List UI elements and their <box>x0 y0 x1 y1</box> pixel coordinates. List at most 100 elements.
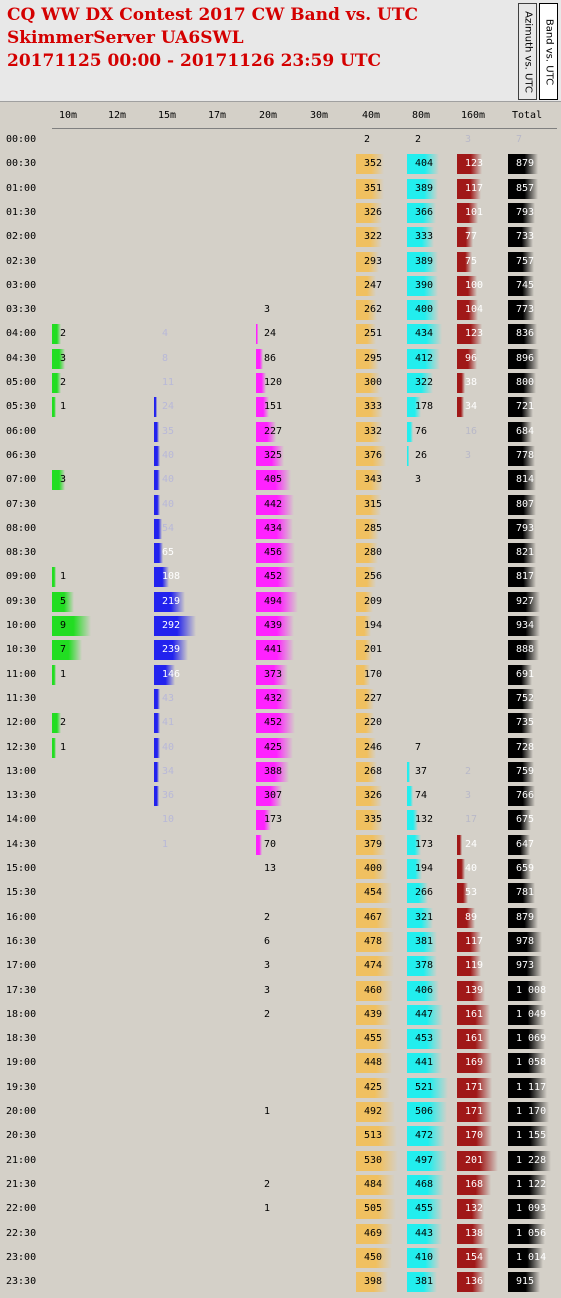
value-160m: 2 <box>465 765 472 777</box>
bar-total-1700 <box>508 956 542 977</box>
value-80m: 366 <box>415 206 434 218</box>
bar-total-0530 <box>508 397 533 418</box>
bar-80m-2330 <box>407 1272 438 1293</box>
value-160m: 77 <box>465 231 478 243</box>
bar-20m-1030 <box>256 640 294 661</box>
value-total: 675 <box>516 814 535 826</box>
value-40m: 246 <box>364 741 383 753</box>
value-20m: 452 <box>264 717 283 729</box>
value-10m: 2 <box>60 717 67 729</box>
bar-160m-0100 <box>457 178 481 199</box>
value-80m: 378 <box>415 960 434 972</box>
bar-40m-0400 <box>356 324 376 345</box>
bar-80m-1730 <box>407 980 440 1001</box>
bar-40m-0900 <box>356 567 377 588</box>
utc-row-label: 02:30 <box>6 255 37 267</box>
bar-40m-0200 <box>356 227 382 248</box>
bar-10m-0700 <box>52 470 65 491</box>
value-40m: 460 <box>364 984 383 996</box>
utc-row-label: 16:00 <box>6 911 37 923</box>
bar-40m-1130 <box>356 688 375 709</box>
bar-40m-1000 <box>356 616 372 636</box>
value-40m: 448 <box>364 1057 383 1069</box>
value-160m: 101 <box>465 206 484 218</box>
value-160m: 96 <box>465 352 478 364</box>
bar-total-1930 <box>508 1077 547 1098</box>
value-160m: 17 <box>465 814 478 826</box>
bar-40m-2300 <box>356 1247 392 1268</box>
bar-40m-0930 <box>356 591 373 612</box>
bar-total-1430 <box>508 834 531 855</box>
bar-total-0830 <box>508 543 537 564</box>
bar-80m-0430 <box>407 348 440 369</box>
value-total: 888 <box>516 644 535 656</box>
tab-band-vs-utc[interactable]: Band vs. UTC <box>539 3 558 100</box>
bar-20m-1100 <box>256 664 289 685</box>
value-40m: 469 <box>364 1227 383 1239</box>
value-20m: 452 <box>264 571 283 583</box>
value-15m: 40 <box>162 474 175 486</box>
utc-row-label: 16:30 <box>6 935 37 947</box>
bar-80m-0300 <box>407 275 439 296</box>
value-80m: 3 <box>415 474 422 486</box>
value-total: 1 008 <box>516 984 547 996</box>
bar-80m-1930 <box>407 1077 449 1098</box>
value-10m: 1 <box>60 401 67 413</box>
bar-20m-0830 <box>256 543 296 564</box>
bar-160m-0530 <box>457 397 464 418</box>
value-40m: 376 <box>364 449 383 461</box>
value-20m: 494 <box>264 595 283 607</box>
bar-40m-1830 <box>356 1029 393 1050</box>
value-15m: 108 <box>162 571 181 583</box>
value-80m: 76 <box>415 425 428 437</box>
value-80m: 404 <box>415 158 434 170</box>
value-total: 978 <box>516 935 535 947</box>
value-160m: 16 <box>465 425 478 437</box>
value-40m: 505 <box>364 1203 383 1215</box>
tab-azimuth-vs-utc[interactable]: Azimuth vs. UTC <box>518 3 537 100</box>
value-80m: 333 <box>415 231 434 243</box>
value-40m: 484 <box>364 1178 383 1190</box>
value-40m: 268 <box>364 765 383 777</box>
bar-160m-2200 <box>457 1199 485 1220</box>
bar-80m-1600 <box>407 907 433 928</box>
value-80m: 455 <box>415 1203 434 1215</box>
utc-row-label: 09:30 <box>6 595 37 607</box>
utc-row-label: 21:00 <box>6 1154 37 1166</box>
column-header-10m: 10m <box>59 110 78 121</box>
value-total: 735 <box>516 717 535 729</box>
bar-15m-0730 <box>154 494 160 515</box>
value-40m: 300 <box>364 377 383 388</box>
value-total: 1 228 <box>516 1154 547 1166</box>
utc-row-label: 00:30 <box>6 158 37 170</box>
value-20m: 2 <box>264 1178 271 1190</box>
column-header-total: Total <box>512 110 543 121</box>
value-40m: 425 <box>364 1081 383 1093</box>
value-80m: 132 <box>415 814 434 826</box>
bar-160m-0500 <box>457 373 465 393</box>
utc-row-label: 06:00 <box>6 425 37 437</box>
bar-80m-1530 <box>407 883 429 904</box>
bar-80m-1430 <box>407 834 421 855</box>
bar-10m-0500 <box>52 373 61 393</box>
bar-160m-1530 <box>457 883 468 904</box>
value-10m: 1 <box>60 741 67 753</box>
value-40m: 467 <box>364 911 383 923</box>
utc-row-label: 12:00 <box>6 717 37 729</box>
value-160m: 171 <box>465 1081 484 1093</box>
bar-20m-1000 <box>256 616 294 636</box>
bar-total-0630 <box>508 445 535 466</box>
bar-15m-1000 <box>154 616 196 636</box>
value-total: 793 <box>516 522 535 534</box>
bar-total-1200 <box>508 713 534 734</box>
bar-20m-0400 <box>256 324 259 345</box>
utc-row-label: 13:00 <box>6 765 37 777</box>
value-160m: 154 <box>465 1251 484 1263</box>
bar-20m-1430 <box>256 834 263 855</box>
value-total: 733 <box>516 231 535 243</box>
bar-10m-0530 <box>52 397 57 418</box>
utc-row-label: 10:00 <box>6 620 37 631</box>
value-15m: 36 <box>162 790 175 802</box>
value-40m: 251 <box>364 328 383 340</box>
bar-160m-1800 <box>457 1004 490 1025</box>
